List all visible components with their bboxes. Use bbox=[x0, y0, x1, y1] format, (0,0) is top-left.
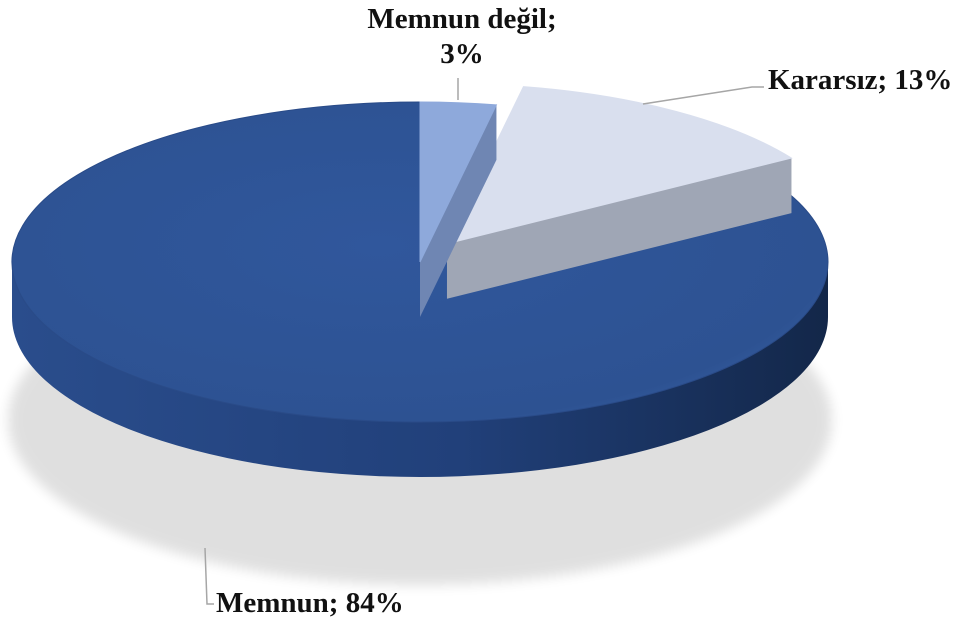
slice-cut-kararsz bbox=[446, 158, 792, 299]
slice-cut-memnun-deil bbox=[420, 104, 497, 317]
slice-side-memnun bbox=[12, 262, 828, 477]
slice-memnun-deil bbox=[419, 101, 498, 263]
label-kararsiz: Kararsız; 13% bbox=[768, 64, 952, 96]
leader-line-kararsiz bbox=[642, 86, 764, 105]
label-memnun-degil-line2: 3% bbox=[440, 38, 484, 70]
slice-kararsz bbox=[446, 86, 793, 245]
label-memnun-degil-line1: Memnun değil; bbox=[367, 3, 556, 35]
leader-line-memnun bbox=[204, 547, 214, 605]
label-memnun: Memnun; 84% bbox=[216, 587, 404, 619]
